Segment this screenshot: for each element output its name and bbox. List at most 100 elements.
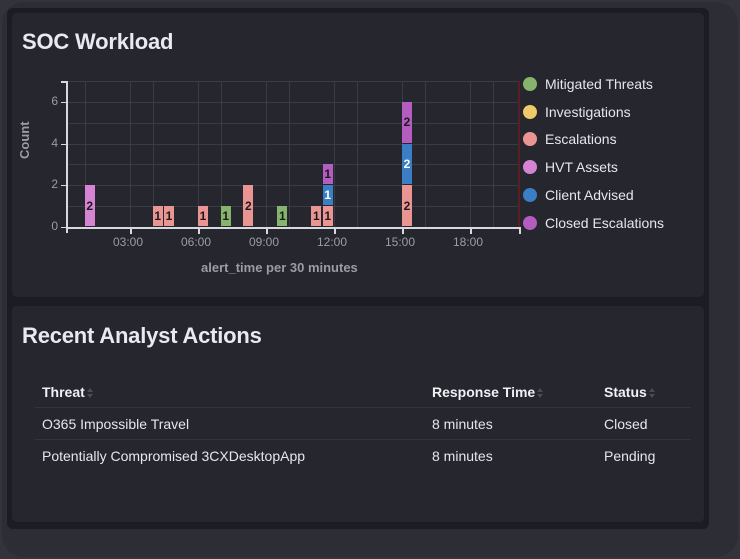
column-header-threat[interactable]: Threat	[42, 376, 94, 408]
grid-line	[66, 81, 519, 82]
bar-segment[interactable]: 2	[402, 185, 412, 226]
x-tick	[334, 227, 336, 234]
dashboard: SOC Workload Count alert_time per 30 min…	[7, 8, 709, 529]
legend-item[interactable]: HVT Assets	[523, 153, 664, 181]
panel-title: SOC Workload	[22, 29, 174, 54]
y-tick	[61, 185, 66, 187]
y-axis-cap	[61, 81, 67, 83]
legend-item[interactable]: Mitigated Threats	[523, 70, 664, 98]
bar-segment[interactable]: 1	[322, 164, 333, 185]
y-tick-label: 0	[51, 219, 58, 233]
y-tick	[61, 143, 66, 145]
y-tick-label: 2	[51, 177, 58, 192]
response-time-cell: 8 minutes	[432, 416, 493, 432]
legend-item[interactable]: Investigations	[523, 98, 664, 126]
bar-segment[interactable]: 1	[322, 185, 333, 206]
bar-segment[interactable]: 2	[243, 185, 254, 226]
grid-line	[66, 143, 519, 145]
legend-dot-icon	[523, 132, 537, 147]
bar-segment[interactable]: 1	[220, 206, 231, 226]
legend-label: Investigations	[545, 103, 631, 120]
grid-line	[470, 81, 471, 227]
bar-segment[interactable]: 1	[198, 206, 208, 226]
grid-line	[266, 81, 267, 227]
table-row[interactable]: O365 Impossible Travel 8 minutes Closed	[35, 408, 691, 440]
grid-line	[493, 81, 494, 227]
legend-label: Client Advised	[545, 187, 634, 204]
grid-line	[130, 81, 131, 227]
x-tick-label: 03:00	[113, 235, 144, 249]
legend-label: Mitigated Threats	[545, 75, 653, 92]
bar-segment[interactable]: 2	[402, 143, 412, 185]
workload-chart: Count alert_time per 30 minutes Mitigate…	[12, 13, 704, 297]
grid-line	[289, 81, 290, 227]
grid-line	[425, 81, 426, 227]
x-tick-label: 18:00	[453, 235, 484, 249]
grid-line	[221, 81, 222, 227]
legend-item[interactable]: Client Advised	[523, 181, 664, 209]
x-tick-label: 12:00	[317, 235, 348, 249]
bar-segment[interactable]: 1	[311, 206, 322, 226]
y-tick-label: 4	[51, 135, 58, 150]
recent-analyst-actions-panel: Recent Analyst Actions Threat Response T…	[12, 306, 704, 522]
legend-item[interactable]: Escalations	[523, 126, 664, 154]
legend-label: Closed Escalations	[545, 214, 665, 231]
x-axis-cap	[519, 227, 521, 234]
bar-segment[interactable]: 2	[84, 185, 95, 226]
sort-icon[interactable]	[648, 387, 656, 399]
chart-legend: Mitigated Threats Investigations Escalatio…	[523, 70, 664, 237]
y-tick	[61, 101, 66, 103]
y-tick	[61, 227, 66, 228]
table-row[interactable]: Potentially Compromised 3CXDesktopApp 8 …	[35, 440, 691, 472]
x-tick	[266, 227, 268, 234]
x-tick-label: 06:00	[181, 235, 212, 249]
y-tick-label: 6	[51, 93, 58, 108]
x-tick	[402, 227, 404, 234]
bar-segment[interactable]: 1	[152, 206, 163, 226]
legend-item[interactable]: Closed Escalations	[523, 209, 664, 237]
x-axis-title: alert_time per 30 minutes	[201, 260, 358, 275]
grid-line	[334, 81, 335, 227]
column-header-status[interactable]: Status	[604, 376, 656, 408]
legend-dot-icon	[523, 188, 537, 203]
grid-line	[66, 122, 519, 124]
status-cell: Closed	[604, 416, 648, 432]
grid-line	[85, 81, 86, 227]
y-axis	[66, 81, 68, 233]
panel-title: Recent Analyst Actions	[22, 323, 262, 348]
actions-table: Threat Response Time Status O365 Impossi…	[35, 376, 691, 472]
grid-line	[198, 81, 199, 227]
x-axis	[66, 227, 520, 229]
legend-dot-icon	[523, 160, 537, 175]
sort-icon[interactable]	[86, 387, 94, 399]
bar-segment[interactable]: 1	[277, 206, 288, 226]
y-axis-title: Count	[17, 121, 32, 159]
legend-dot-icon	[523, 76, 537, 91]
x-tick	[130, 227, 132, 234]
grid-line	[357, 81, 358, 227]
grid-line	[66, 101, 519, 103]
legend-dot-icon	[523, 104, 537, 119]
soc-workload-panel: SOC Workload Count alert_time per 30 min…	[12, 13, 704, 297]
table-header: Threat Response Time Status	[35, 376, 691, 408]
threat-cell: O365 Impossible Travel	[42, 416, 190, 432]
bar-segment[interactable]: 1	[322, 206, 333, 226]
grid-line	[66, 164, 519, 166]
bar-segment[interactable]: 1	[164, 206, 174, 226]
grid-line	[66, 206, 519, 208]
column-header-response-time[interactable]: Response Time	[432, 376, 544, 408]
threat-cell: Potentially Compromised 3CXDesktopApp	[42, 448, 306, 464]
response-time-cell: 8 minutes	[432, 448, 493, 464]
x-tick	[470, 227, 472, 234]
x-tick	[198, 227, 200, 234]
status-cell: Pending	[604, 448, 656, 464]
x-tick-label: 09:00	[249, 235, 280, 249]
x-tick-label: 15:00	[385, 235, 416, 249]
legend-dot-icon	[523, 215, 537, 230]
bar-segment[interactable]: 2	[402, 101, 412, 143]
grid-line	[66, 185, 519, 187]
legend-label: Escalations	[545, 131, 617, 148]
legend-label: HVT Assets	[545, 159, 618, 176]
sort-icon[interactable]	[537, 387, 544, 399]
